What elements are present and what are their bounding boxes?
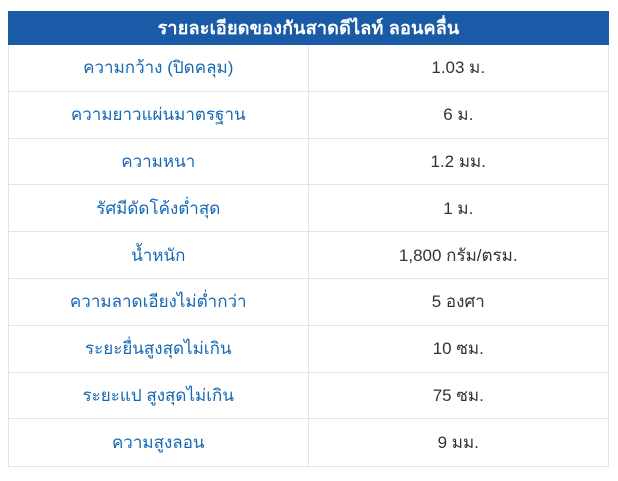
spec-value: 10 ซม. <box>432 339 484 359</box>
spec-label: ความกว้าง (ปิดคลุม) <box>9 45 309 91</box>
table-body: ความกว้าง (ปิดคลุม) 1.03 ม. ความยาวแผ่นม… <box>8 45 609 468</box>
table-row: ความหนา 1.2 มม. <box>9 138 608 186</box>
spec-value: 5 องศา <box>431 292 485 312</box>
spec-label: ความหนา <box>9 138 309 185</box>
table-row: รัศมีดัดโค้งต่ำสุด 1 ม. <box>9 185 608 233</box>
table-row: ความลาดเอียงไม่ต่ำกว่า 5 องศา <box>9 278 608 326</box>
spec-value: 6 ม. <box>443 105 474 125</box>
table-row: น้ำหนัก 1,800 กรัม/ตรม. <box>9 232 608 279</box>
spec-label: ระยะแป สูงสุดไม่เกิน <box>9 372 309 419</box>
spec-value: 1.03 ม. <box>431 58 486 78</box>
table-row: ความยาวแผ่นมาตรฐาน 6 ม. <box>9 91 608 139</box>
table-row: ระยะแป สูงสุดไม่เกิน 75 ซม. <box>9 372 608 420</box>
spec-label: น้ำหนัก <box>9 232 309 278</box>
spec-label: ระยะยื่นสูงสุดไม่เกิน <box>9 325 309 372</box>
spec-label: รัศมีดัดโค้งต่ำสุด <box>9 185 309 232</box>
spec-value: 9 มม. <box>437 433 479 453</box>
table-row: ความสูงลอน 9 มม. <box>9 419 608 467</box>
spec-value: 1.2 มม. <box>430 151 487 171</box>
table-row: ความกว้าง (ปิดคลุม) 1.03 ม. <box>9 45 608 92</box>
spec-table: รายละเอียดของกันสาดดีไลท์ ลอนคลื่น ความก… <box>8 11 609 468</box>
table-title: รายละเอียดของกันสาดดีไลท์ ลอนคลื่น <box>8 11 609 45</box>
spec-label: ความลาดเอียงไม่ต่ำกว่า <box>9 278 309 325</box>
spec-label: ความสูงลอน <box>9 419 309 467</box>
spec-value: 1 ม. <box>443 198 474 218</box>
spec-value: 75 ซม. <box>432 385 484 405</box>
spec-label: ความยาวแผ่นมาตรฐาน <box>9 91 309 138</box>
table-row: ระยะยื่นสูงสุดไม่เกิน 10 ซม. <box>9 325 608 373</box>
spec-value: 1,800 กรัม/ตรม. <box>398 245 518 265</box>
